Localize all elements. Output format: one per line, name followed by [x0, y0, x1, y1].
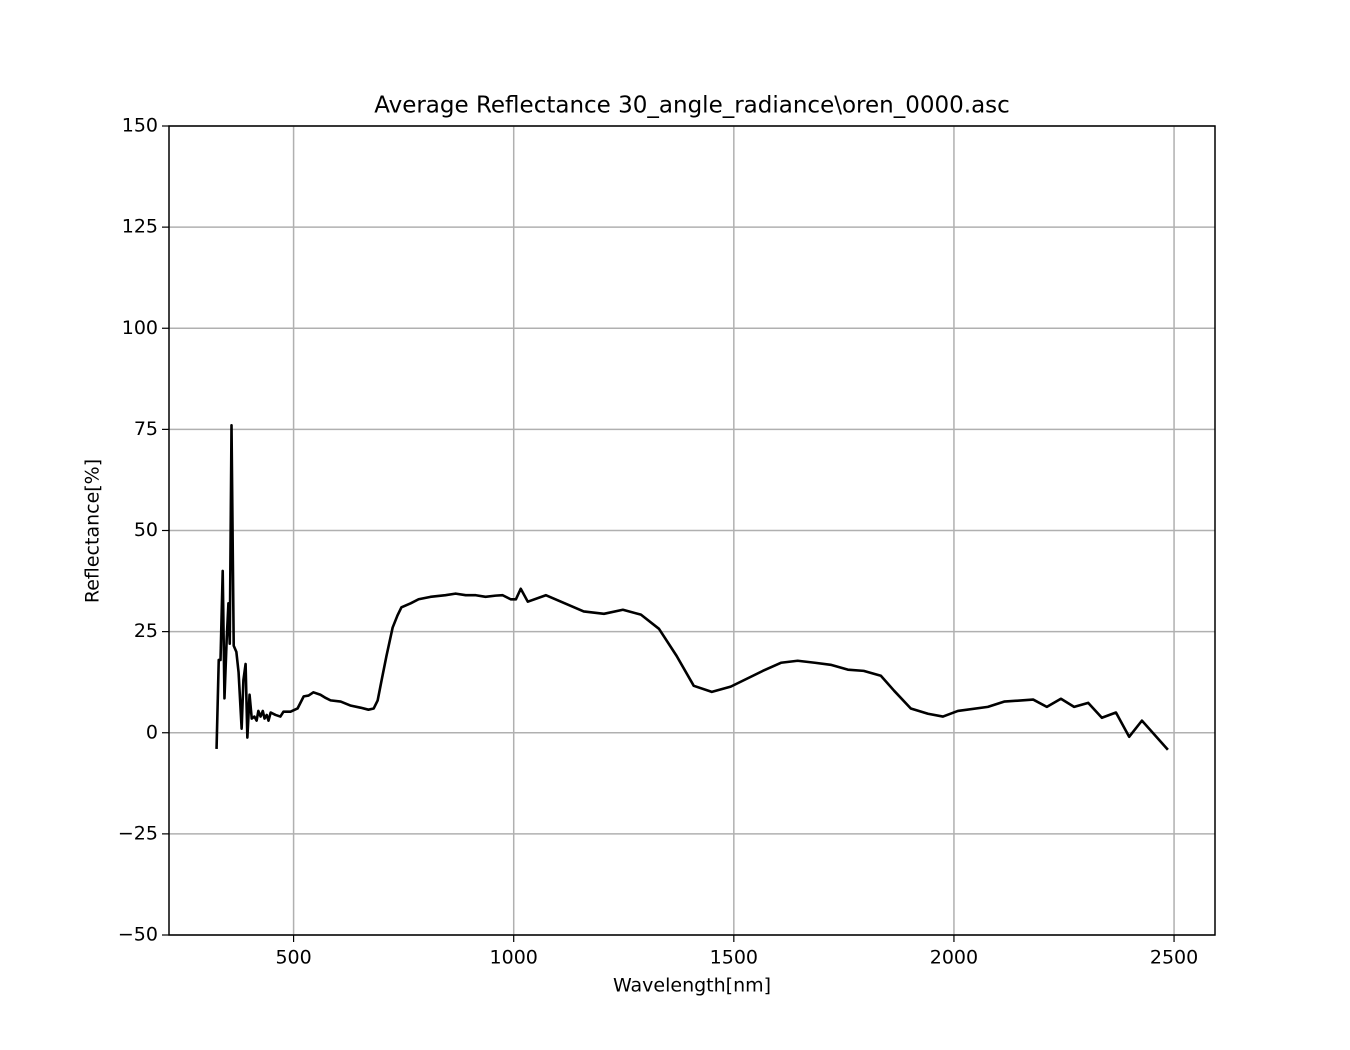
data-line — [215, 424, 1169, 751]
x-axis-label: Wavelength[nm] — [613, 975, 771, 997]
y-tick-label: 100 — [122, 317, 158, 339]
y-tick-label: 25 — [134, 620, 158, 642]
x-tick-label: 2500 — [1150, 947, 1198, 969]
y-tick-label: 125 — [122, 216, 158, 238]
y-axis-label: Reflectance[%] — [82, 459, 104, 603]
x-tick-label: 1000 — [490, 947, 538, 969]
x-tick-label: 2000 — [930, 947, 978, 969]
y-tick-label: 150 — [122, 115, 158, 137]
x-tick-label: 1500 — [710, 947, 758, 969]
chart-title: Average Reflectance 30_angle_radiance\or… — [374, 93, 1010, 119]
y-tick-label: 50 — [134, 519, 158, 541]
y-tick-label: 75 — [134, 418, 158, 440]
plot-area — [169, 125, 1215, 936]
y-tick-label: 0 — [146, 721, 158, 743]
x-tick-label: 500 — [275, 947, 311, 969]
y-tick-label: −25 — [118, 822, 158, 844]
y-tick-label: −50 — [118, 924, 158, 946]
